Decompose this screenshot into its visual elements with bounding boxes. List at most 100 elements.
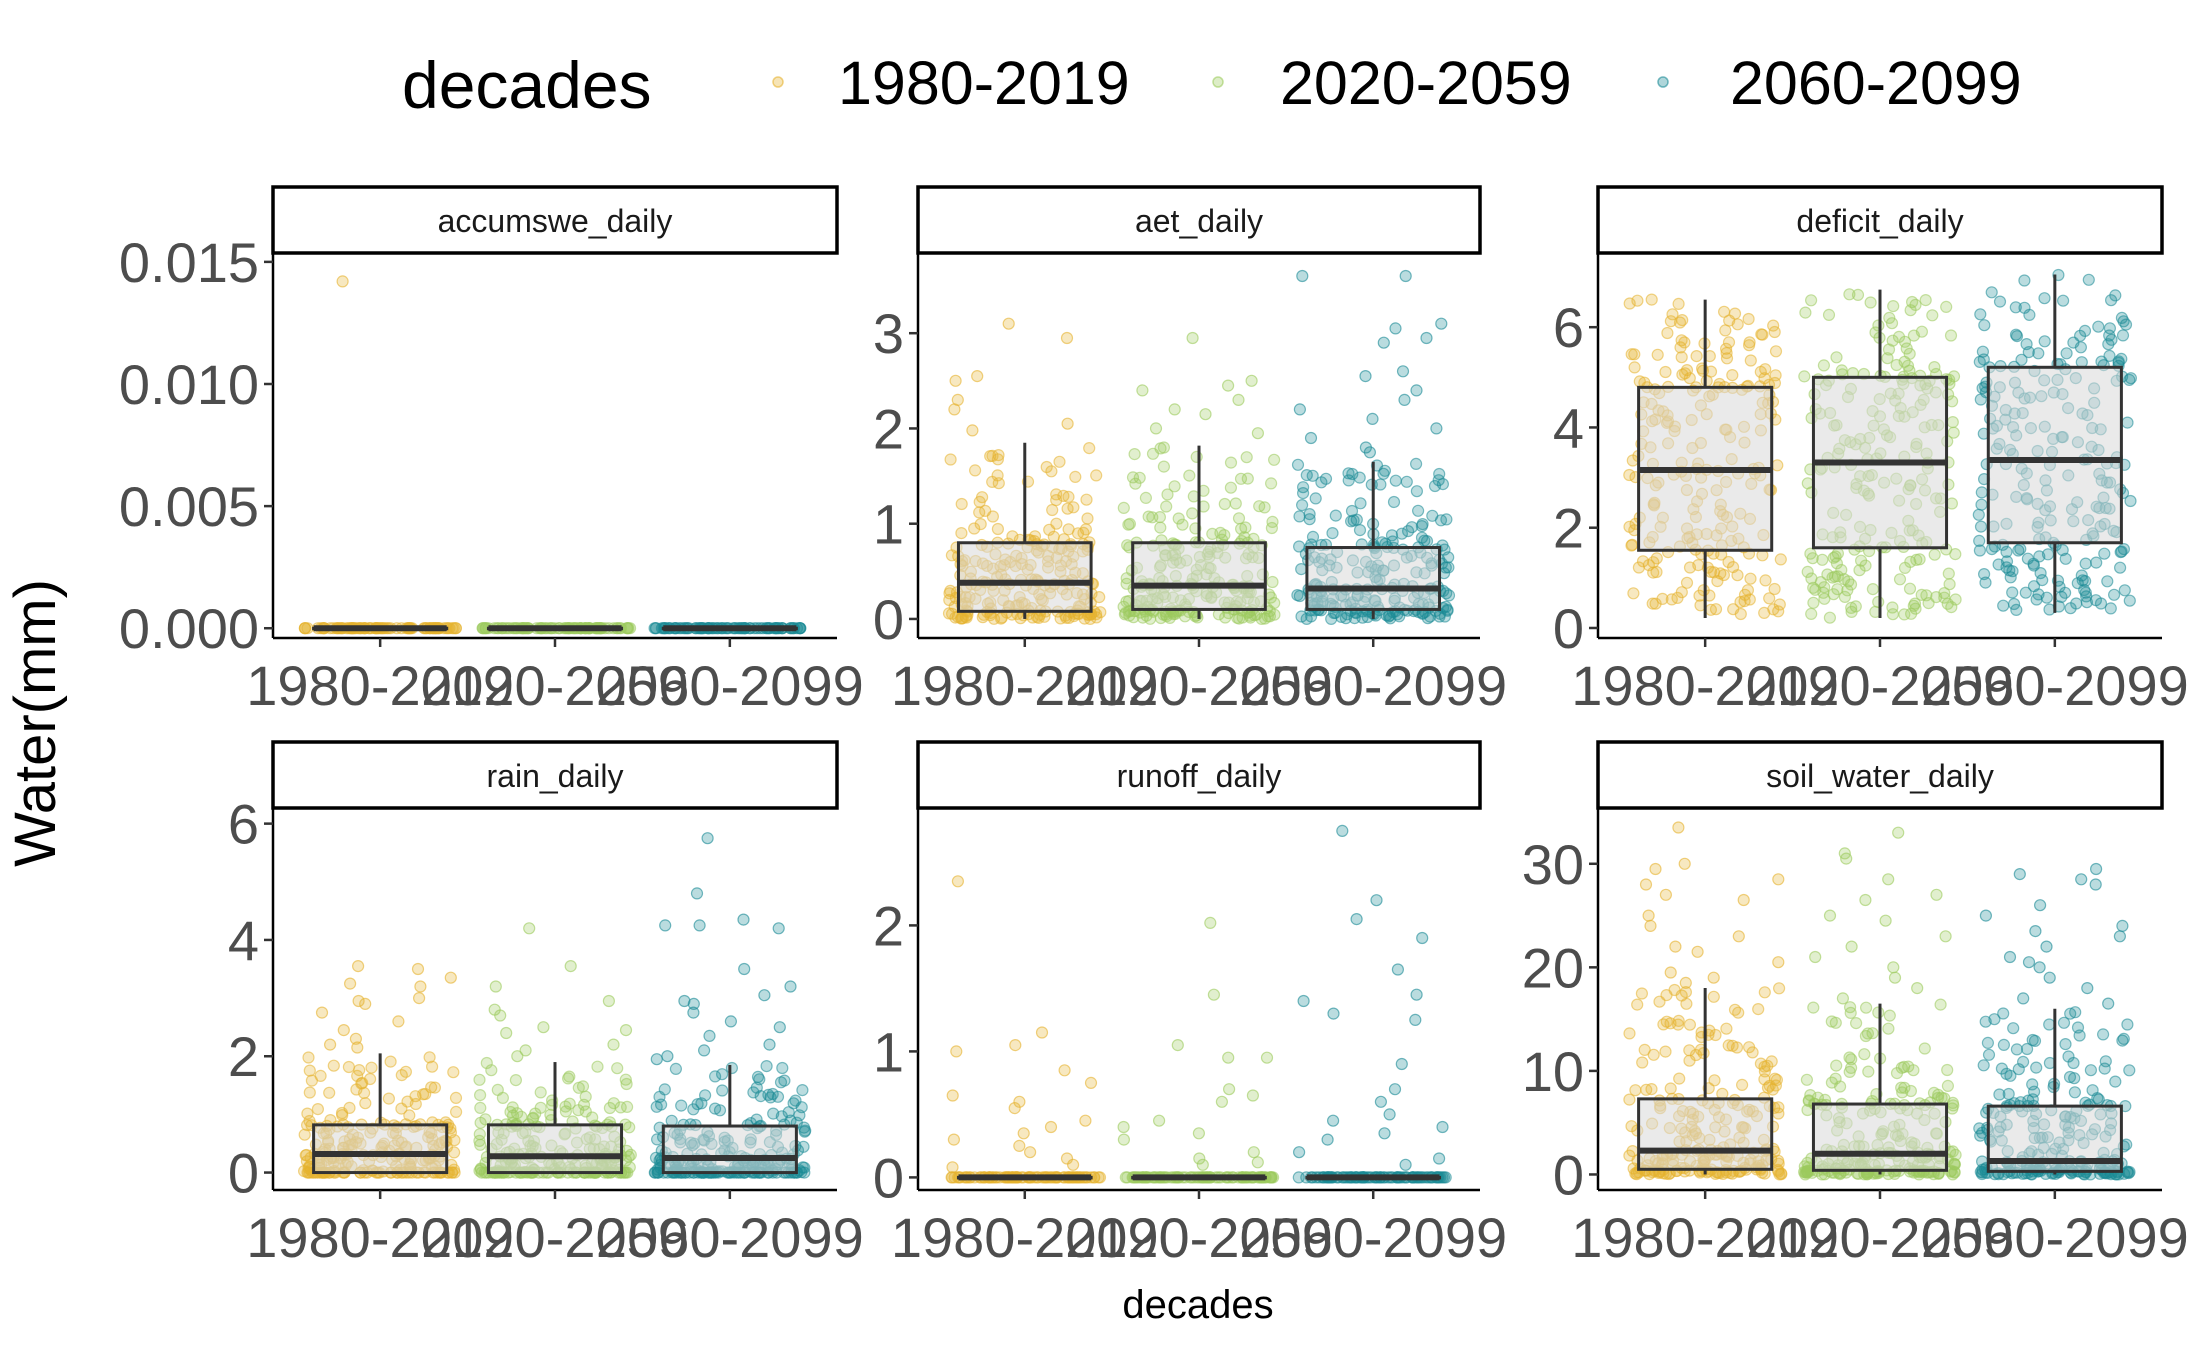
- data-point: [1385, 529, 1399, 542]
- outlier-point: [659, 919, 672, 932]
- outlier-point: [1215, 1095, 1229, 1108]
- data-point: [1409, 457, 1423, 470]
- outlier-point: [1887, 961, 1900, 974]
- data-point: [2026, 1093, 2039, 1106]
- outlier-point: [693, 919, 706, 932]
- data-point: [2021, 552, 2035, 565]
- outlier-point: [1836, 992, 1850, 1005]
- data-point: [1218, 528, 1231, 542]
- outlier-point: [1845, 940, 1858, 953]
- facet-strip-label: soil_water_daily: [1766, 758, 1994, 794]
- data-point: [675, 1099, 688, 1112]
- data-point: [474, 1088, 487, 1102]
- data-point: [299, 622, 312, 635]
- data-point: [302, 1051, 315, 1064]
- data-point: [1978, 319, 1991, 332]
- data-point: [2057, 294, 2070, 307]
- x-tick-label: 2020-2059: [1065, 654, 1333, 717]
- data-point: [474, 1101, 487, 1115]
- outlier-point: [951, 875, 965, 888]
- data-point: [1258, 501, 1271, 514]
- data-point: [1769, 345, 1783, 358]
- box-2020-2059: [486, 625, 624, 632]
- data-point: [335, 1106, 349, 1120]
- outlier-point: [1350, 912, 1363, 926]
- data-point: [1915, 325, 1929, 338]
- facet-strip: [916, 185, 1482, 255]
- data-point: [1893, 573, 1907, 586]
- data-point: [1432, 474, 1445, 487]
- data-point: [1754, 365, 1767, 378]
- y-tick-label: 30: [1522, 833, 1584, 896]
- legend-key-1: [1212, 76, 1224, 88]
- data-point: [1183, 469, 1196, 482]
- outlier-point: [1659, 888, 1673, 901]
- data-point: [1709, 1028, 1722, 1042]
- data-point: [423, 1051, 436, 1064]
- outlier-point: [2075, 873, 2088, 886]
- data-point: [2121, 416, 2134, 429]
- data-point: [1898, 561, 1912, 575]
- data-point: [1977, 567, 1991, 581]
- data-point: [1903, 582, 1917, 595]
- data-point: [1897, 1060, 1911, 1074]
- data-point: [1265, 1171, 1278, 1184]
- data-point: [2103, 329, 2116, 342]
- data-point: [1268, 608, 1281, 621]
- data-point: [351, 1069, 364, 1083]
- data-point: [1411, 504, 1425, 517]
- legend: decades 1980-2019 2020-2059 2060-2099: [402, 48, 2022, 122]
- data-point: [2082, 273, 2095, 286]
- data-point: [1904, 304, 1917, 317]
- data-point: [973, 495, 986, 508]
- data-point: [1738, 588, 1752, 601]
- x-tick-label: 2060-2099: [596, 1206, 864, 1269]
- x-tick-label: 1980-2019: [246, 654, 514, 717]
- outlier-point: [1084, 1076, 1098, 1090]
- data-point: [1774, 553, 1787, 566]
- data-point: [311, 1102, 324, 1116]
- data-point: [2067, 1056, 2080, 1070]
- data-point: [1067, 501, 1080, 514]
- data-point: [1303, 513, 1316, 526]
- data-point: [1176, 518, 1189, 531]
- box-iqr: [1131, 541, 1267, 611]
- data-point: [1625, 1120, 1638, 1133]
- y-tick-label: 0: [873, 588, 904, 651]
- outlier-point: [315, 1006, 329, 1019]
- data-point: [1720, 1022, 1733, 1035]
- outlier-point: [1199, 408, 1212, 421]
- outlier-point: [690, 887, 704, 900]
- data-point: [563, 1070, 576, 1083]
- data-point: [2018, 274, 2031, 287]
- data-point: [1864, 296, 1877, 309]
- data-point: [944, 453, 957, 466]
- data-point: [2000, 555, 2014, 568]
- data-point: [1758, 372, 1771, 385]
- data-point: [2109, 1075, 2122, 1088]
- y-tick-label: 1: [873, 1020, 904, 1083]
- data-point: [2118, 584, 2131, 597]
- box-iqr: [312, 1123, 449, 1175]
- data-point: [1844, 578, 1858, 591]
- outlier-point: [489, 980, 502, 993]
- outlier-point: [523, 922, 536, 935]
- outlier-point: [2116, 919, 2129, 933]
- outlier-point: [1336, 824, 1349, 838]
- data-point: [1722, 336, 1736, 349]
- data-point: [473, 1128, 486, 1141]
- outlier-point: [737, 913, 750, 926]
- data-point: [796, 1083, 809, 1097]
- data-point: [364, 1072, 377, 1086]
- data-point: [1985, 286, 1998, 299]
- data-point: [1638, 1043, 1651, 1057]
- data-point: [1239, 521, 1252, 534]
- data-point: [1822, 308, 1836, 321]
- outlier-point: [758, 989, 771, 1002]
- data-point: [798, 1125, 811, 1138]
- data-point: [474, 1138, 487, 1151]
- data-point: [1895, 1081, 1908, 1094]
- outlier-point: [703, 1029, 716, 1043]
- outlier-point: [1391, 963, 1405, 976]
- data-point: [1154, 521, 1167, 534]
